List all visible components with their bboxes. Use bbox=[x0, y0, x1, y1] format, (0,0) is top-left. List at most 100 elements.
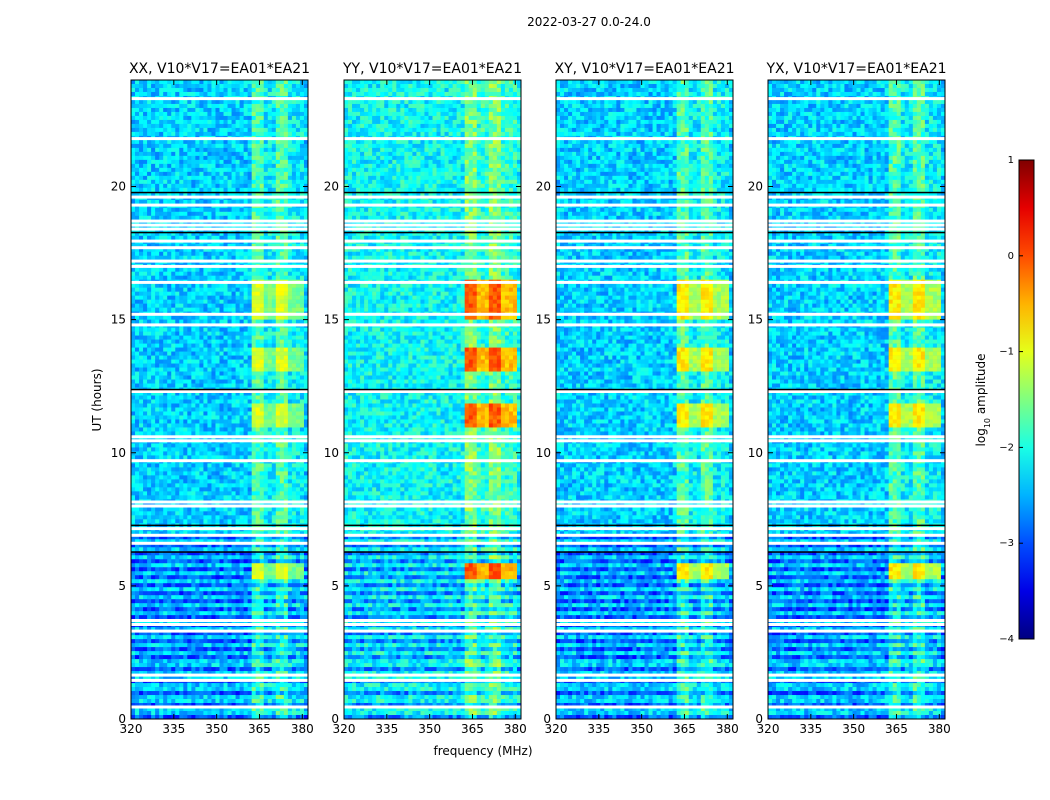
flagged-row bbox=[556, 246, 733, 249]
flagged-row bbox=[131, 228, 308, 231]
flagged-row bbox=[344, 542, 521, 545]
flagged-row bbox=[556, 459, 733, 462]
x-tick-label: 350 bbox=[205, 722, 228, 736]
separator-line bbox=[131, 551, 308, 553]
flagged-row bbox=[131, 323, 308, 326]
colorbar-tick-label: −3 bbox=[999, 538, 1014, 549]
separator-line bbox=[344, 551, 521, 553]
panel-title: XX, V10*V17=EA01*EA21 bbox=[129, 61, 310, 77]
flagged-row bbox=[768, 228, 945, 231]
figure-canvas: 2022-03-27 0.0-24.0 XX, V10*V17=EA01*EA2… bbox=[0, 0, 1050, 800]
flagged-row bbox=[131, 281, 308, 284]
flagged-row bbox=[344, 323, 521, 326]
flagged-row bbox=[344, 204, 521, 207]
flagged-row bbox=[768, 137, 945, 140]
separator-line bbox=[131, 192, 308, 194]
flagged-row bbox=[131, 260, 308, 263]
flagged-row bbox=[556, 224, 733, 227]
y-tick-label: 20 bbox=[536, 180, 551, 194]
flagged-row bbox=[131, 630, 308, 633]
x-tick-label: 380 bbox=[928, 722, 951, 736]
flagged-row bbox=[768, 630, 945, 633]
y-tick-label: 15 bbox=[111, 313, 126, 327]
flagged-row bbox=[556, 674, 733, 677]
flagged-row bbox=[556, 260, 733, 263]
flagged-row bbox=[768, 505, 945, 508]
flagged-row bbox=[344, 674, 521, 677]
flagged-row bbox=[768, 313, 945, 316]
separator-line bbox=[768, 525, 945, 527]
flagged-row bbox=[768, 534, 945, 537]
flagged-row bbox=[768, 240, 945, 243]
flagged-row bbox=[344, 623, 521, 626]
flagged-row bbox=[556, 623, 733, 626]
y-tick-label: 0 bbox=[755, 712, 763, 726]
flagged-row bbox=[344, 534, 521, 537]
flagged-row bbox=[344, 435, 521, 438]
y-tick-label: 0 bbox=[331, 712, 339, 726]
flagged-row bbox=[768, 619, 945, 622]
separator-line bbox=[344, 525, 521, 527]
flagged-row bbox=[131, 706, 308, 709]
flagged-row bbox=[131, 137, 308, 140]
flagged-row bbox=[344, 224, 521, 227]
flagged-row bbox=[344, 281, 521, 284]
flagged-row bbox=[556, 390, 733, 393]
flagged-row bbox=[556, 706, 733, 709]
colorbar-tick-label: 0 bbox=[1008, 251, 1014, 262]
flagged-row bbox=[556, 265, 733, 268]
colorbar-tick-label: −1 bbox=[999, 347, 1014, 358]
flagged-row bbox=[131, 204, 308, 207]
separator-line bbox=[768, 232, 945, 234]
y-tick-label: 15 bbox=[324, 313, 339, 327]
flagged-row bbox=[556, 439, 733, 442]
flagged-row bbox=[344, 619, 521, 622]
flagged-row bbox=[131, 459, 308, 462]
x-tick-label: 365 bbox=[461, 722, 484, 736]
y-tick-label: 5 bbox=[331, 579, 339, 593]
flagged-row bbox=[768, 265, 945, 268]
flagged-row bbox=[768, 435, 945, 438]
flagged-row bbox=[556, 204, 733, 207]
flagged-row bbox=[131, 220, 308, 223]
flagged-row bbox=[131, 435, 308, 438]
colorbar-tick-label: −4 bbox=[999, 634, 1014, 645]
flagged-row bbox=[556, 137, 733, 140]
flagged-row bbox=[344, 265, 521, 268]
flagged-row bbox=[131, 534, 308, 537]
flagged-row bbox=[344, 706, 521, 709]
flagged-row bbox=[768, 220, 945, 223]
flagged-row bbox=[131, 390, 308, 393]
colorbar-gradient bbox=[1019, 160, 1034, 639]
separator-line bbox=[556, 551, 733, 553]
separator-line bbox=[556, 192, 733, 194]
figure-title: 2022-03-27 0.0-24.0 bbox=[527, 15, 651, 29]
flagged-row bbox=[556, 527, 733, 530]
separator-line bbox=[344, 192, 521, 194]
colorbar-tick-label: −2 bbox=[999, 442, 1014, 453]
flagged-row bbox=[556, 228, 733, 231]
separator-line bbox=[556, 525, 733, 527]
flagged-row bbox=[131, 501, 308, 504]
y-tick-label: 5 bbox=[755, 579, 763, 593]
flagged-row bbox=[768, 260, 945, 263]
y-tick-label: 0 bbox=[118, 712, 126, 726]
flagged-row bbox=[768, 246, 945, 249]
flagged-row bbox=[131, 505, 308, 508]
flagged-row bbox=[131, 240, 308, 243]
x-tick-label: 380 bbox=[504, 722, 527, 736]
flagged-row bbox=[344, 196, 521, 199]
flagged-row bbox=[768, 196, 945, 199]
flagged-row bbox=[131, 623, 308, 626]
flagged-row bbox=[131, 224, 308, 227]
x-tick-label: 350 bbox=[630, 722, 653, 736]
y-tick-label: 10 bbox=[536, 446, 551, 460]
panel-title: XY, V10*V17=EA01*EA21 bbox=[554, 61, 734, 77]
flagged-row bbox=[131, 439, 308, 442]
flagged-row bbox=[556, 196, 733, 199]
flagged-row bbox=[131, 196, 308, 199]
y-tick-label: 20 bbox=[111, 180, 126, 194]
